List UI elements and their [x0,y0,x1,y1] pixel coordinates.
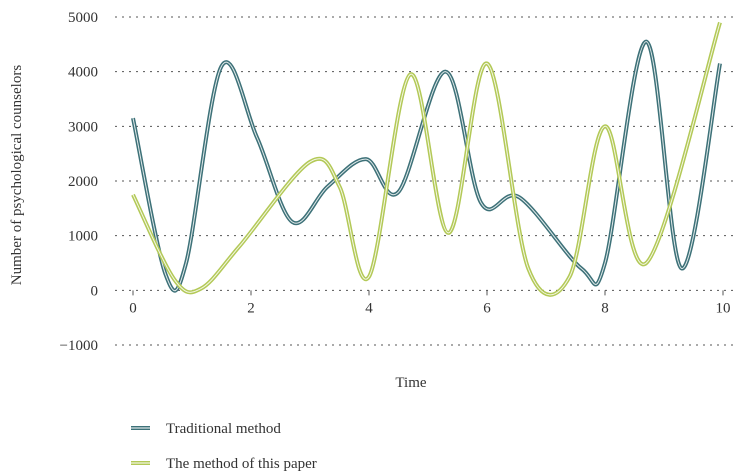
x-axis-title: Time [395,375,426,391]
y-tick-label: 3000 [68,119,98,135]
y-tick-label: 4000 [68,65,98,81]
gridlines [115,16,733,346]
x-tick-label: 6 [483,300,491,316]
legend-item-proposed: The method of this paper [131,456,317,472]
y-axis-ticks: −1000 0 1000 2000 3000 4000 5000 [60,10,98,354]
x-axis-ticks: 0 2 4 6 8 10 [129,290,731,316]
x-tick-label: 10 [716,300,731,316]
series-line-traditional [131,39,722,293]
x-tick-label: 2 [247,300,255,316]
y-tick-label: 2000 [68,174,98,190]
series-line-highlight-proposed [132,22,721,296]
legend-item-traditional: Traditional method [131,421,281,437]
y-tick-label: −1000 [60,338,98,354]
y-tick-label: 1000 [68,229,98,245]
series-lines [131,21,722,297]
legend-label-proposed: The method of this paper [166,456,317,472]
y-axis-title: Number of psychological counselors [9,65,25,286]
legend: Traditional method The method of this pa… [131,421,317,472]
series-line-highlight-traditional [132,41,721,292]
y-tick-label: 0 [91,283,99,299]
y-tick-label: 5000 [68,10,98,26]
legend-label-traditional: Traditional method [166,421,281,437]
x-tick-label: 8 [601,300,609,316]
x-tick-label: 0 [129,300,137,316]
x-tick-label: 4 [365,300,373,316]
